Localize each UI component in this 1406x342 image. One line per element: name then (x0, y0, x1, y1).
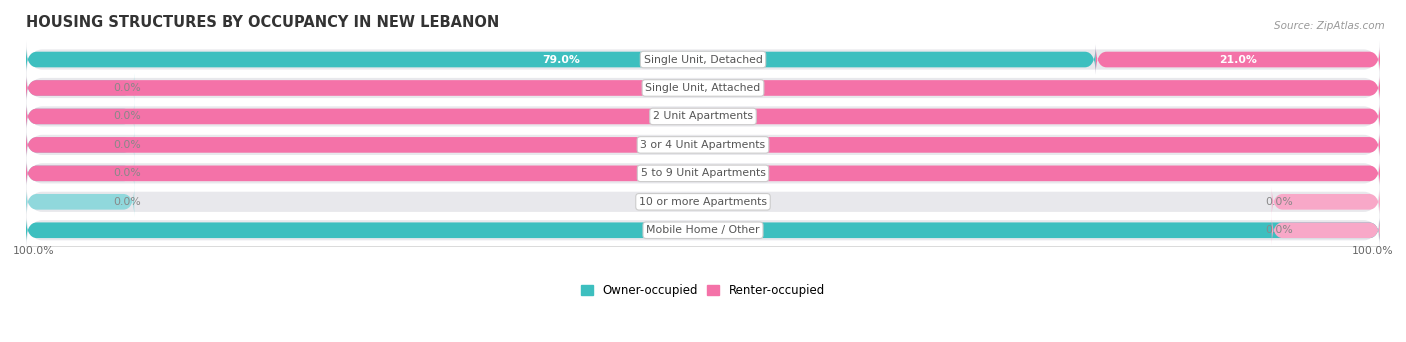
Text: 100.0%: 100.0% (681, 168, 725, 178)
Text: 100.0%: 100.0% (681, 111, 725, 121)
FancyBboxPatch shape (25, 130, 134, 160)
Text: 2 Unit Apartments: 2 Unit Apartments (652, 111, 754, 121)
Text: 0.0%: 0.0% (114, 140, 141, 150)
Text: 100.0%: 100.0% (681, 225, 725, 235)
FancyBboxPatch shape (1272, 187, 1381, 217)
FancyBboxPatch shape (25, 92, 1381, 141)
Text: 0.0%: 0.0% (114, 168, 141, 178)
FancyBboxPatch shape (25, 158, 1381, 188)
Text: 100.0%: 100.0% (681, 83, 725, 93)
FancyBboxPatch shape (25, 178, 1381, 226)
Text: 0.0%: 0.0% (1265, 197, 1292, 207)
FancyBboxPatch shape (25, 102, 134, 131)
Text: Source: ZipAtlas.com: Source: ZipAtlas.com (1274, 21, 1385, 30)
Text: 3 or 4 Unit Apartments: 3 or 4 Unit Apartments (641, 140, 765, 150)
FancyBboxPatch shape (1272, 215, 1381, 245)
Text: 0.0%: 0.0% (114, 197, 141, 207)
Text: HOUSING STRUCTURES BY OCCUPANCY IN NEW LEBANON: HOUSING STRUCTURES BY OCCUPANCY IN NEW L… (25, 15, 499, 30)
Text: Mobile Home / Other: Mobile Home / Other (647, 225, 759, 235)
FancyBboxPatch shape (25, 121, 1381, 169)
Text: 21.0%: 21.0% (1219, 54, 1257, 65)
Text: Single Unit, Attached: Single Unit, Attached (645, 83, 761, 93)
Text: 5 to 9 Unit Apartments: 5 to 9 Unit Apartments (641, 168, 765, 178)
FancyBboxPatch shape (25, 44, 1095, 75)
Text: 100.0%: 100.0% (1353, 246, 1393, 256)
Text: 0.0%: 0.0% (114, 111, 141, 121)
FancyBboxPatch shape (25, 206, 1381, 254)
FancyBboxPatch shape (25, 130, 1381, 160)
Text: Single Unit, Detached: Single Unit, Detached (644, 54, 762, 65)
Text: 79.0%: 79.0% (541, 54, 579, 65)
Text: 100.0%: 100.0% (13, 246, 53, 256)
Text: 0.0%: 0.0% (114, 83, 141, 93)
Text: 10 or more Apartments: 10 or more Apartments (638, 197, 768, 207)
FancyBboxPatch shape (25, 102, 1381, 131)
Text: 0.0%: 0.0% (1265, 225, 1292, 235)
FancyBboxPatch shape (25, 187, 134, 217)
FancyBboxPatch shape (25, 158, 134, 188)
FancyBboxPatch shape (25, 73, 134, 103)
Text: 100.0%: 100.0% (681, 140, 725, 150)
FancyBboxPatch shape (25, 73, 1381, 103)
FancyBboxPatch shape (25, 36, 1381, 83)
FancyBboxPatch shape (25, 215, 1381, 245)
FancyBboxPatch shape (25, 149, 1381, 197)
FancyBboxPatch shape (25, 64, 1381, 112)
Legend: Owner-occupied, Renter-occupied: Owner-occupied, Renter-occupied (581, 284, 825, 297)
FancyBboxPatch shape (1095, 44, 1381, 75)
